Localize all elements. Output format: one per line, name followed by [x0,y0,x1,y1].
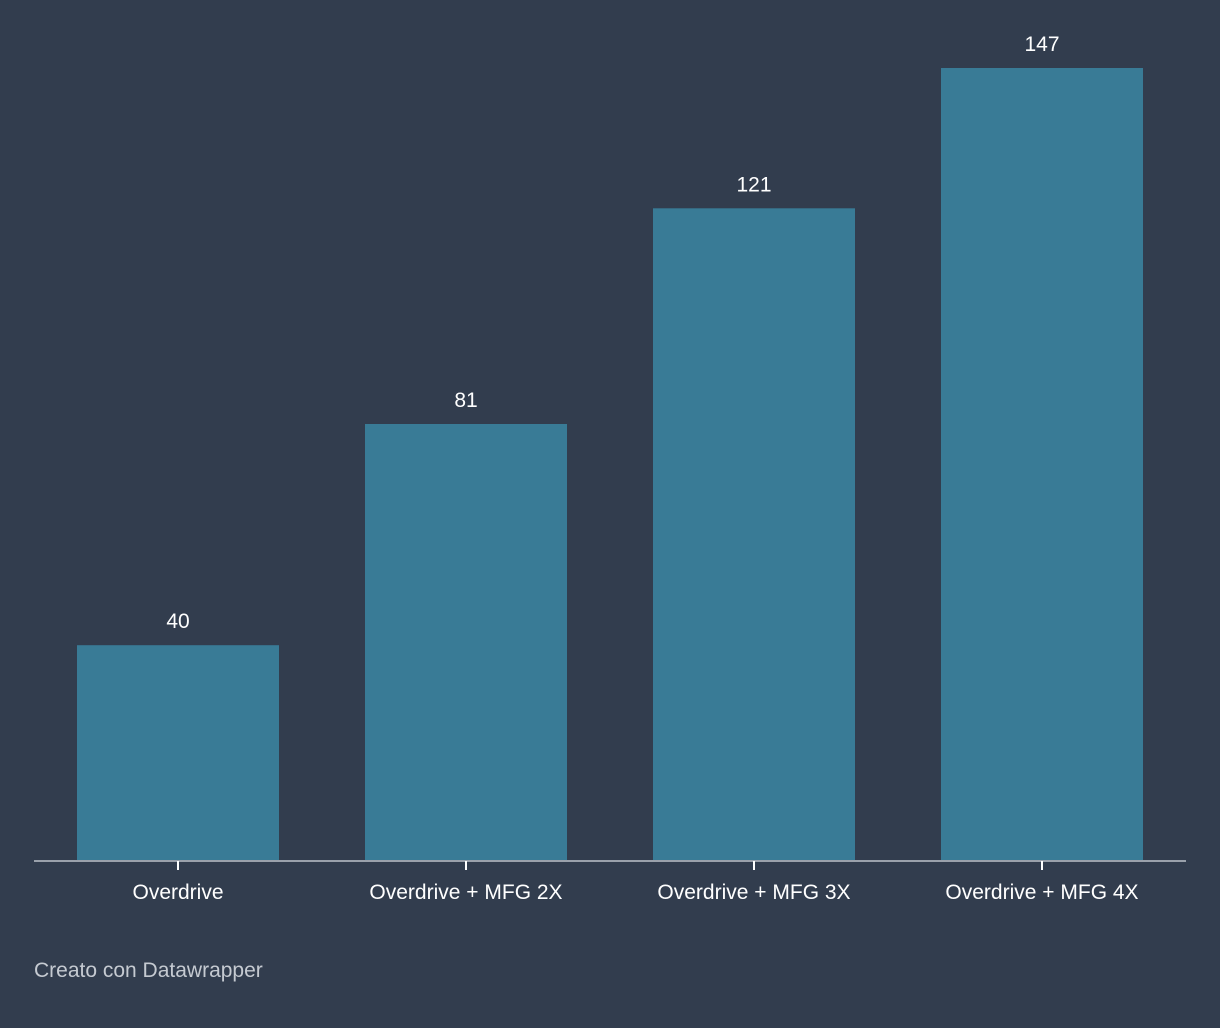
x-axis-category-label: Overdrive [132,881,223,904]
x-axis-category-label: Overdrive + MFG 4X [945,881,1138,904]
x-axis-labels: Overdrive Overdrive + MFG 2X Overdrive + M… [132,881,1138,904]
bars-layer [77,68,1143,862]
bar [941,68,1143,861]
x-axis-category-label: Overdrive + MFG 2X [369,881,562,904]
x-axis-category-label: Overdrive + MFG 3X [657,881,850,904]
bar-value-label: 81 [454,389,477,412]
bar [77,645,279,861]
x-axis-ticks [177,861,1043,870]
bar [365,424,567,861]
bar-value-label: 40 [166,610,189,633]
footer-credit: Creato con Datawrapper [34,959,263,982]
value-labels-layer: 40 81 121 147 [166,33,1059,633]
bar [653,208,855,862]
bar-value-label: 147 [1024,33,1059,56]
bar-value-label: 121 [736,173,771,196]
